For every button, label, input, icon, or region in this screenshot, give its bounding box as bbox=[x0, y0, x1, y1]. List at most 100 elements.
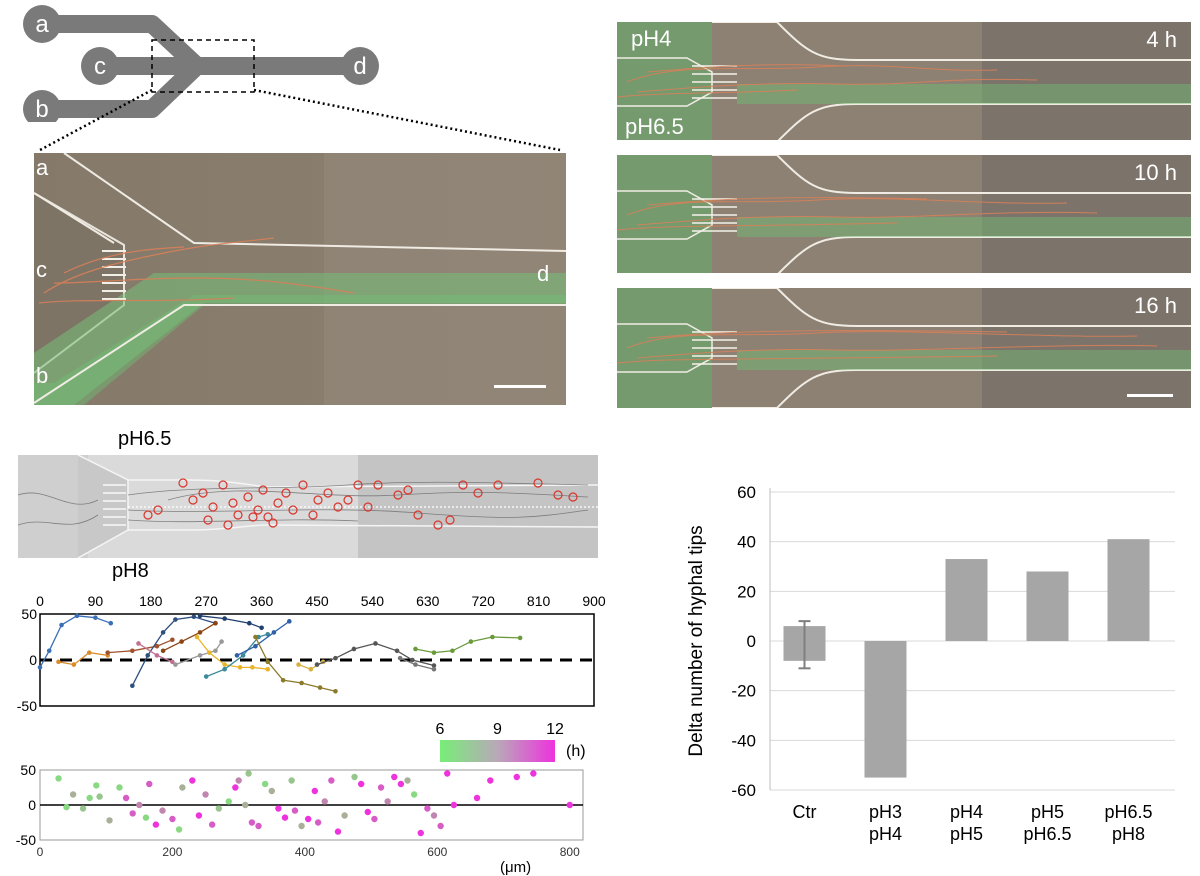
scatter-point bbox=[86, 794, 93, 802]
bar-category-label: pH6.5 bbox=[1023, 824, 1071, 844]
track-green bbox=[415, 636, 521, 654]
zoom-box bbox=[151, 39, 255, 93]
hyphal-tip-marker bbox=[218, 480, 228, 490]
hyphal-tip-marker bbox=[243, 492, 253, 502]
bar-category-label: pH8 bbox=[1112, 824, 1145, 844]
track-chart-y-tick: -50 bbox=[17, 698, 37, 714]
track-chart-x-tick: 630 bbox=[416, 593, 440, 609]
main-label-b: b bbox=[36, 363, 49, 388]
track-teal-point bbox=[240, 653, 246, 658]
colorbar-tick: 9 bbox=[493, 721, 502, 738]
inlet-a-circle bbox=[23, 5, 61, 43]
track-navy-1 bbox=[131, 616, 216, 687]
hyphal-tip-marker bbox=[323, 488, 333, 498]
track-blue-2-point bbox=[287, 619, 292, 624]
scatter-point bbox=[566, 801, 573, 809]
track-yellow-point bbox=[265, 666, 271, 672]
track-navy-1-point bbox=[130, 683, 135, 689]
track-yellow-point bbox=[250, 665, 255, 670]
timelapse-frame: 10 h bbox=[617, 155, 1191, 273]
scatter-point bbox=[487, 777, 494, 784]
hyphal-tip-marker bbox=[313, 495, 323, 505]
hyphal-tip-marker bbox=[568, 492, 578, 502]
tip-scatter-chart: 6 9 12(h)500-500 200 400 600 800(μm) bbox=[16, 721, 586, 876]
scatter-point bbox=[146, 780, 153, 788]
scatter-point bbox=[245, 770, 252, 777]
hyphal-tip-marker bbox=[228, 498, 238, 508]
inlet-b-label: b bbox=[35, 96, 48, 122]
scatter-point bbox=[473, 794, 481, 802]
scatter-point bbox=[122, 794, 130, 802]
hyphal-tip-marker bbox=[308, 510, 318, 520]
scatter-point bbox=[208, 821, 216, 828]
colorbar-unit: (h) bbox=[566, 743, 586, 760]
bar-y-tick: 20 bbox=[737, 582, 756, 601]
hyphal-tip-marker bbox=[553, 490, 563, 500]
bar-y-tick: -60 bbox=[731, 781, 756, 800]
hyphal-tip-marker bbox=[493, 480, 503, 490]
scatter-point bbox=[106, 817, 113, 824]
timelapse-time-label: 4 h bbox=[1146, 27, 1177, 52]
track-olive-point bbox=[265, 659, 271, 665]
scatter-point bbox=[351, 773, 358, 781]
track-brown-2-point bbox=[179, 639, 184, 644]
track-brown-1-point bbox=[105, 650, 111, 655]
scatter-point bbox=[417, 829, 424, 837]
track-orange-1-point bbox=[86, 650, 92, 655]
track-yellow-point bbox=[222, 662, 227, 667]
hyphal-tip-marker bbox=[223, 520, 233, 530]
hyphal-tip-marker bbox=[153, 505, 163, 515]
bar-y-tick: 40 bbox=[737, 533, 756, 552]
outlet-d-circle bbox=[341, 47, 379, 85]
hyphal-tip-marker bbox=[473, 488, 483, 498]
scatter-point bbox=[513, 773, 520, 781]
scatter-point bbox=[159, 807, 166, 814]
schematic-channel-b bbox=[42, 59, 204, 118]
tracking-top-label: pH6.5 bbox=[118, 428, 172, 450]
scatter-point bbox=[261, 780, 269, 788]
track-blue-1-point bbox=[37, 665, 43, 670]
colorbar-tick: 12 bbox=[546, 721, 564, 738]
hyphal-tip-marker bbox=[188, 495, 198, 505]
track-teal-point bbox=[222, 666, 227, 672]
main-label-a: a bbox=[36, 155, 49, 180]
scatter-x-tick: 200 bbox=[162, 845, 182, 859]
tracking-bottom-label: pH8 bbox=[112, 560, 149, 582]
track-navy-2-point bbox=[259, 625, 264, 631]
main-micrograph: a c b d bbox=[34, 153, 566, 405]
track-dark-grey-point bbox=[333, 655, 338, 661]
scatter-point bbox=[328, 777, 335, 784]
track-chart-x-tick: 90 bbox=[88, 593, 104, 609]
track-brown-1 bbox=[107, 639, 173, 654]
track-dark-grey-point bbox=[314, 662, 320, 667]
track-dark-grey-point bbox=[394, 648, 400, 654]
channel-schematic: a b c d bbox=[22, 4, 382, 122]
track-yellow-point bbox=[194, 634, 200, 640]
zoom-lines bbox=[39, 88, 561, 152]
hyphal-tip-marker bbox=[203, 515, 213, 525]
main-label-c: c bbox=[36, 257, 47, 282]
scatter-point bbox=[63, 803, 70, 811]
scatter-point bbox=[281, 814, 289, 821]
scatter-point bbox=[142, 814, 150, 821]
bar-y-tick: -20 bbox=[731, 682, 756, 701]
track-blue-1-point bbox=[59, 622, 64, 628]
track-navy-1-point bbox=[173, 617, 178, 622]
track-pink-point bbox=[136, 641, 141, 646]
scatter-point bbox=[430, 812, 438, 819]
scatter-point bbox=[136, 801, 143, 809]
scatter-point bbox=[93, 782, 100, 789]
colorbar-tick: 6 bbox=[436, 721, 445, 738]
track-olive-point bbox=[299, 680, 304, 686]
track-pink-point bbox=[154, 653, 160, 658]
track-blue-1-point bbox=[93, 615, 98, 620]
scatter-point bbox=[377, 784, 385, 791]
track-brown-2-point bbox=[160, 648, 166, 654]
track-chart-x-tick: 720 bbox=[472, 593, 496, 609]
track-navy-1-point bbox=[160, 630, 166, 635]
bar-category-label: pH5 bbox=[1031, 802, 1064, 822]
hyphal-tip-marker bbox=[233, 510, 243, 520]
track-blue-1-point bbox=[74, 613, 80, 619]
track-chart-x-tick: 270 bbox=[195, 593, 219, 609]
track-green-point bbox=[431, 650, 437, 655]
